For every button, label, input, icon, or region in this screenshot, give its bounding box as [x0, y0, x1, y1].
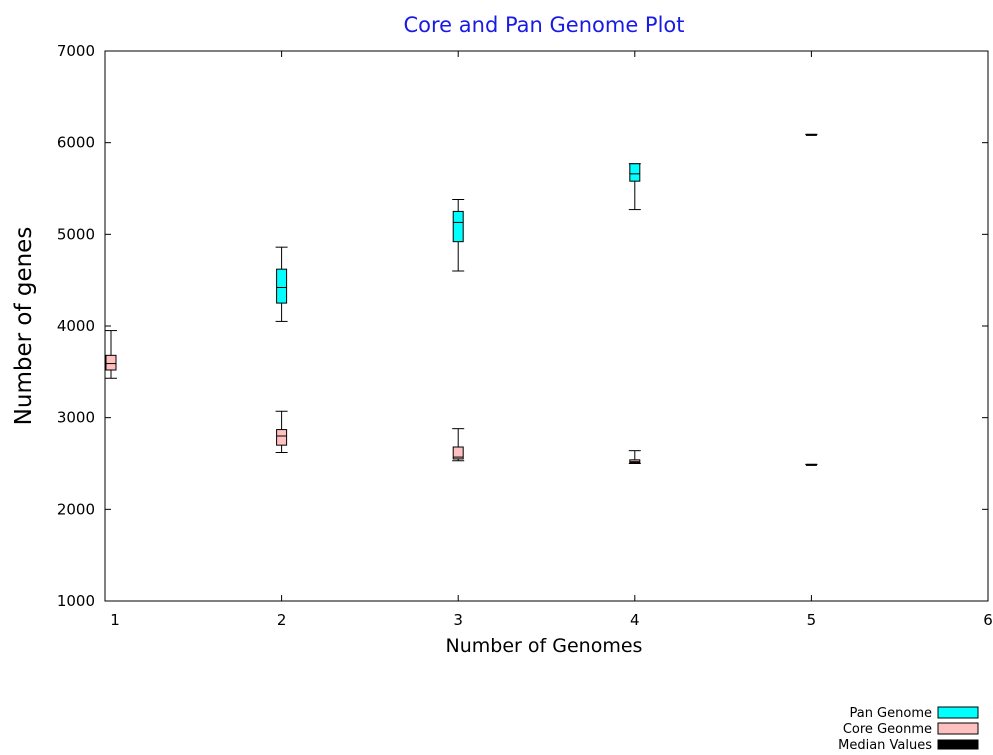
y-tick-label: 1000: [57, 592, 95, 610]
legend-swatch-median: [937, 739, 979, 750]
y-tick-label: 2000: [57, 500, 95, 518]
legend-label-median: Median Values: [838, 738, 932, 753]
x-axis-label: Number of Genomes: [446, 635, 643, 657]
x-tick-label: 6: [983, 611, 993, 629]
box-body: [276, 429, 288, 446]
box-body: [452, 446, 464, 460]
legend-swatch-pan: [937, 706, 979, 719]
x-tick-label: 5: [807, 611, 817, 629]
plot-frame: [104, 50, 989, 602]
legend-label-core: Core Geonme: [843, 722, 932, 737]
pan-genome-box: [452, 199, 465, 272]
box-body: [452, 210, 464, 243]
legend-label-pan: Pan Genome: [849, 706, 932, 721]
pan-genome-box: [805, 133, 818, 136]
y-axis-ticks: 1000 2000 3000 4000 5000 6000 7000: [57, 42, 988, 610]
y-tick-label: 3000: [57, 409, 95, 427]
core-genome-box: [452, 428, 465, 462]
y-tick-label: 7000: [57, 42, 95, 60]
box-body: [105, 354, 117, 371]
pan-genome-box: [275, 246, 288, 322]
x-tick-label: 1: [110, 611, 120, 629]
y-tick-label: 6000: [57, 134, 95, 152]
plot-border: [104, 50, 989, 602]
x-tick-label: 2: [277, 611, 287, 629]
x-axis-ticks: 1 2 3 4 5 6: [104, 51, 993, 629]
box-body: [629, 163, 641, 182]
core-genome-box: [628, 450, 641, 464]
legend-swatch-core: [937, 722, 979, 735]
core-genome-box: [275, 410, 288, 453]
core-genome-box: [805, 463, 818, 466]
core-genome-box: [105, 330, 117, 379]
x-tick-label: 3: [453, 611, 463, 629]
box-series: [105, 133, 818, 466]
chart-title: Core and Pan Genome Plot: [403, 13, 684, 37]
legend: Pan Genome Core Geonme Median Values: [838, 706, 979, 753]
box-body: [276, 268, 288, 304]
y-axis-label: Number of genes: [11, 227, 37, 426]
y-tick-label: 5000: [57, 225, 95, 243]
pan-genome-box: [628, 163, 641, 211]
y-tick-label: 4000: [57, 317, 95, 335]
x-tick-label: 4: [630, 611, 640, 629]
